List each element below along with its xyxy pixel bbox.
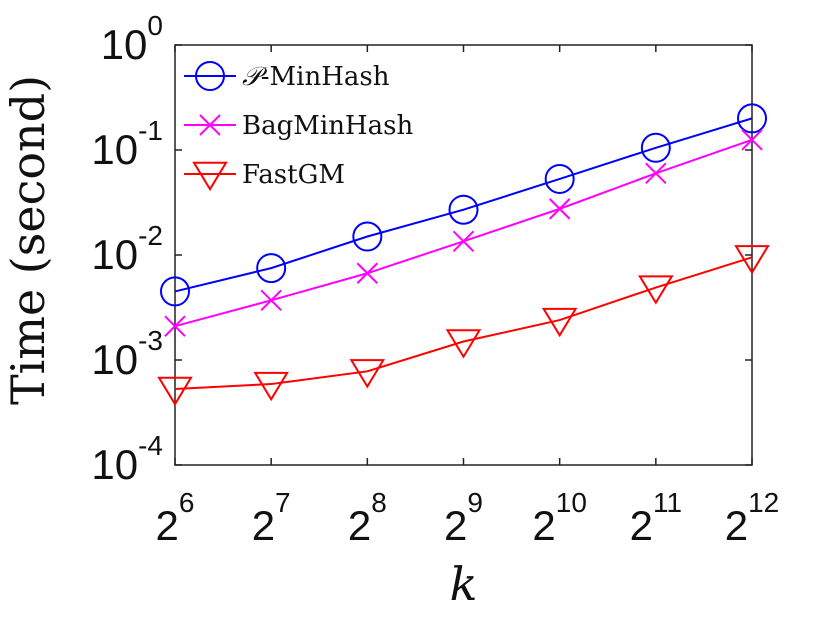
legend-label: FastGM [242,160,345,190]
y-tick-label: 10-1 [91,115,163,173]
x-tick-label: 26 [156,487,195,549]
legend-entry: 𝒫-MinHash [184,61,390,92]
data-point [253,371,289,402]
data-point [645,162,667,185]
series-line [174,117,753,293]
legend-marker [195,61,225,91]
y-tick-label: 100 [101,10,163,68]
legend-label: 𝒫-MinHash [242,62,390,92]
x-tick-label: 211 [630,487,682,549]
x-tick-label: 27 [252,487,291,549]
data-point [164,315,186,337]
plot-frame [174,44,753,466]
data-point [544,163,575,194]
series-1 [164,129,763,337]
data-point [349,359,386,389]
data-point [734,245,770,275]
data-point [541,307,578,338]
legend-entry: BagMinHash [184,111,413,141]
data-point [356,262,379,284]
data-point [741,129,763,151]
series-layer [157,103,770,407]
data-point [737,103,767,134]
data-point [548,198,571,220]
y-tick-label: 10-4 [91,430,163,488]
data-point [638,275,674,305]
data-point [448,194,479,225]
data-point [452,230,475,253]
data-point [640,132,671,163]
x-tick-label: 212 [725,487,780,549]
x-tick-label: 28 [348,487,387,549]
y-axis-label: Time (second) [1,75,55,405]
data-point [157,376,193,407]
x-tick-label: 29 [444,487,483,549]
legend-marker [199,114,221,136]
data-point [256,253,287,284]
legend-entry: FastGM [184,160,345,192]
x-tick-label: 210 [532,487,587,549]
series-line [174,256,753,390]
data-point [352,221,383,252]
series-2 [157,245,770,407]
data-point [445,329,482,359]
plot-axes: 26 27 28 29 210 211 212 100 10-1 10-2 10-3 10-4 [91,10,779,549]
legend-label: BagMinHash [242,111,413,141]
y-tick-label: 10-3 [91,325,163,383]
data-point [260,289,282,312]
y-tick-label: 10-2 [91,220,163,278]
series-0 [160,103,767,307]
legend-marker [192,161,228,192]
data-point [160,276,190,307]
x-axis-label: k [450,557,478,611]
legend: 𝒫-MinHash BagMinHash FastGM [184,61,413,192]
